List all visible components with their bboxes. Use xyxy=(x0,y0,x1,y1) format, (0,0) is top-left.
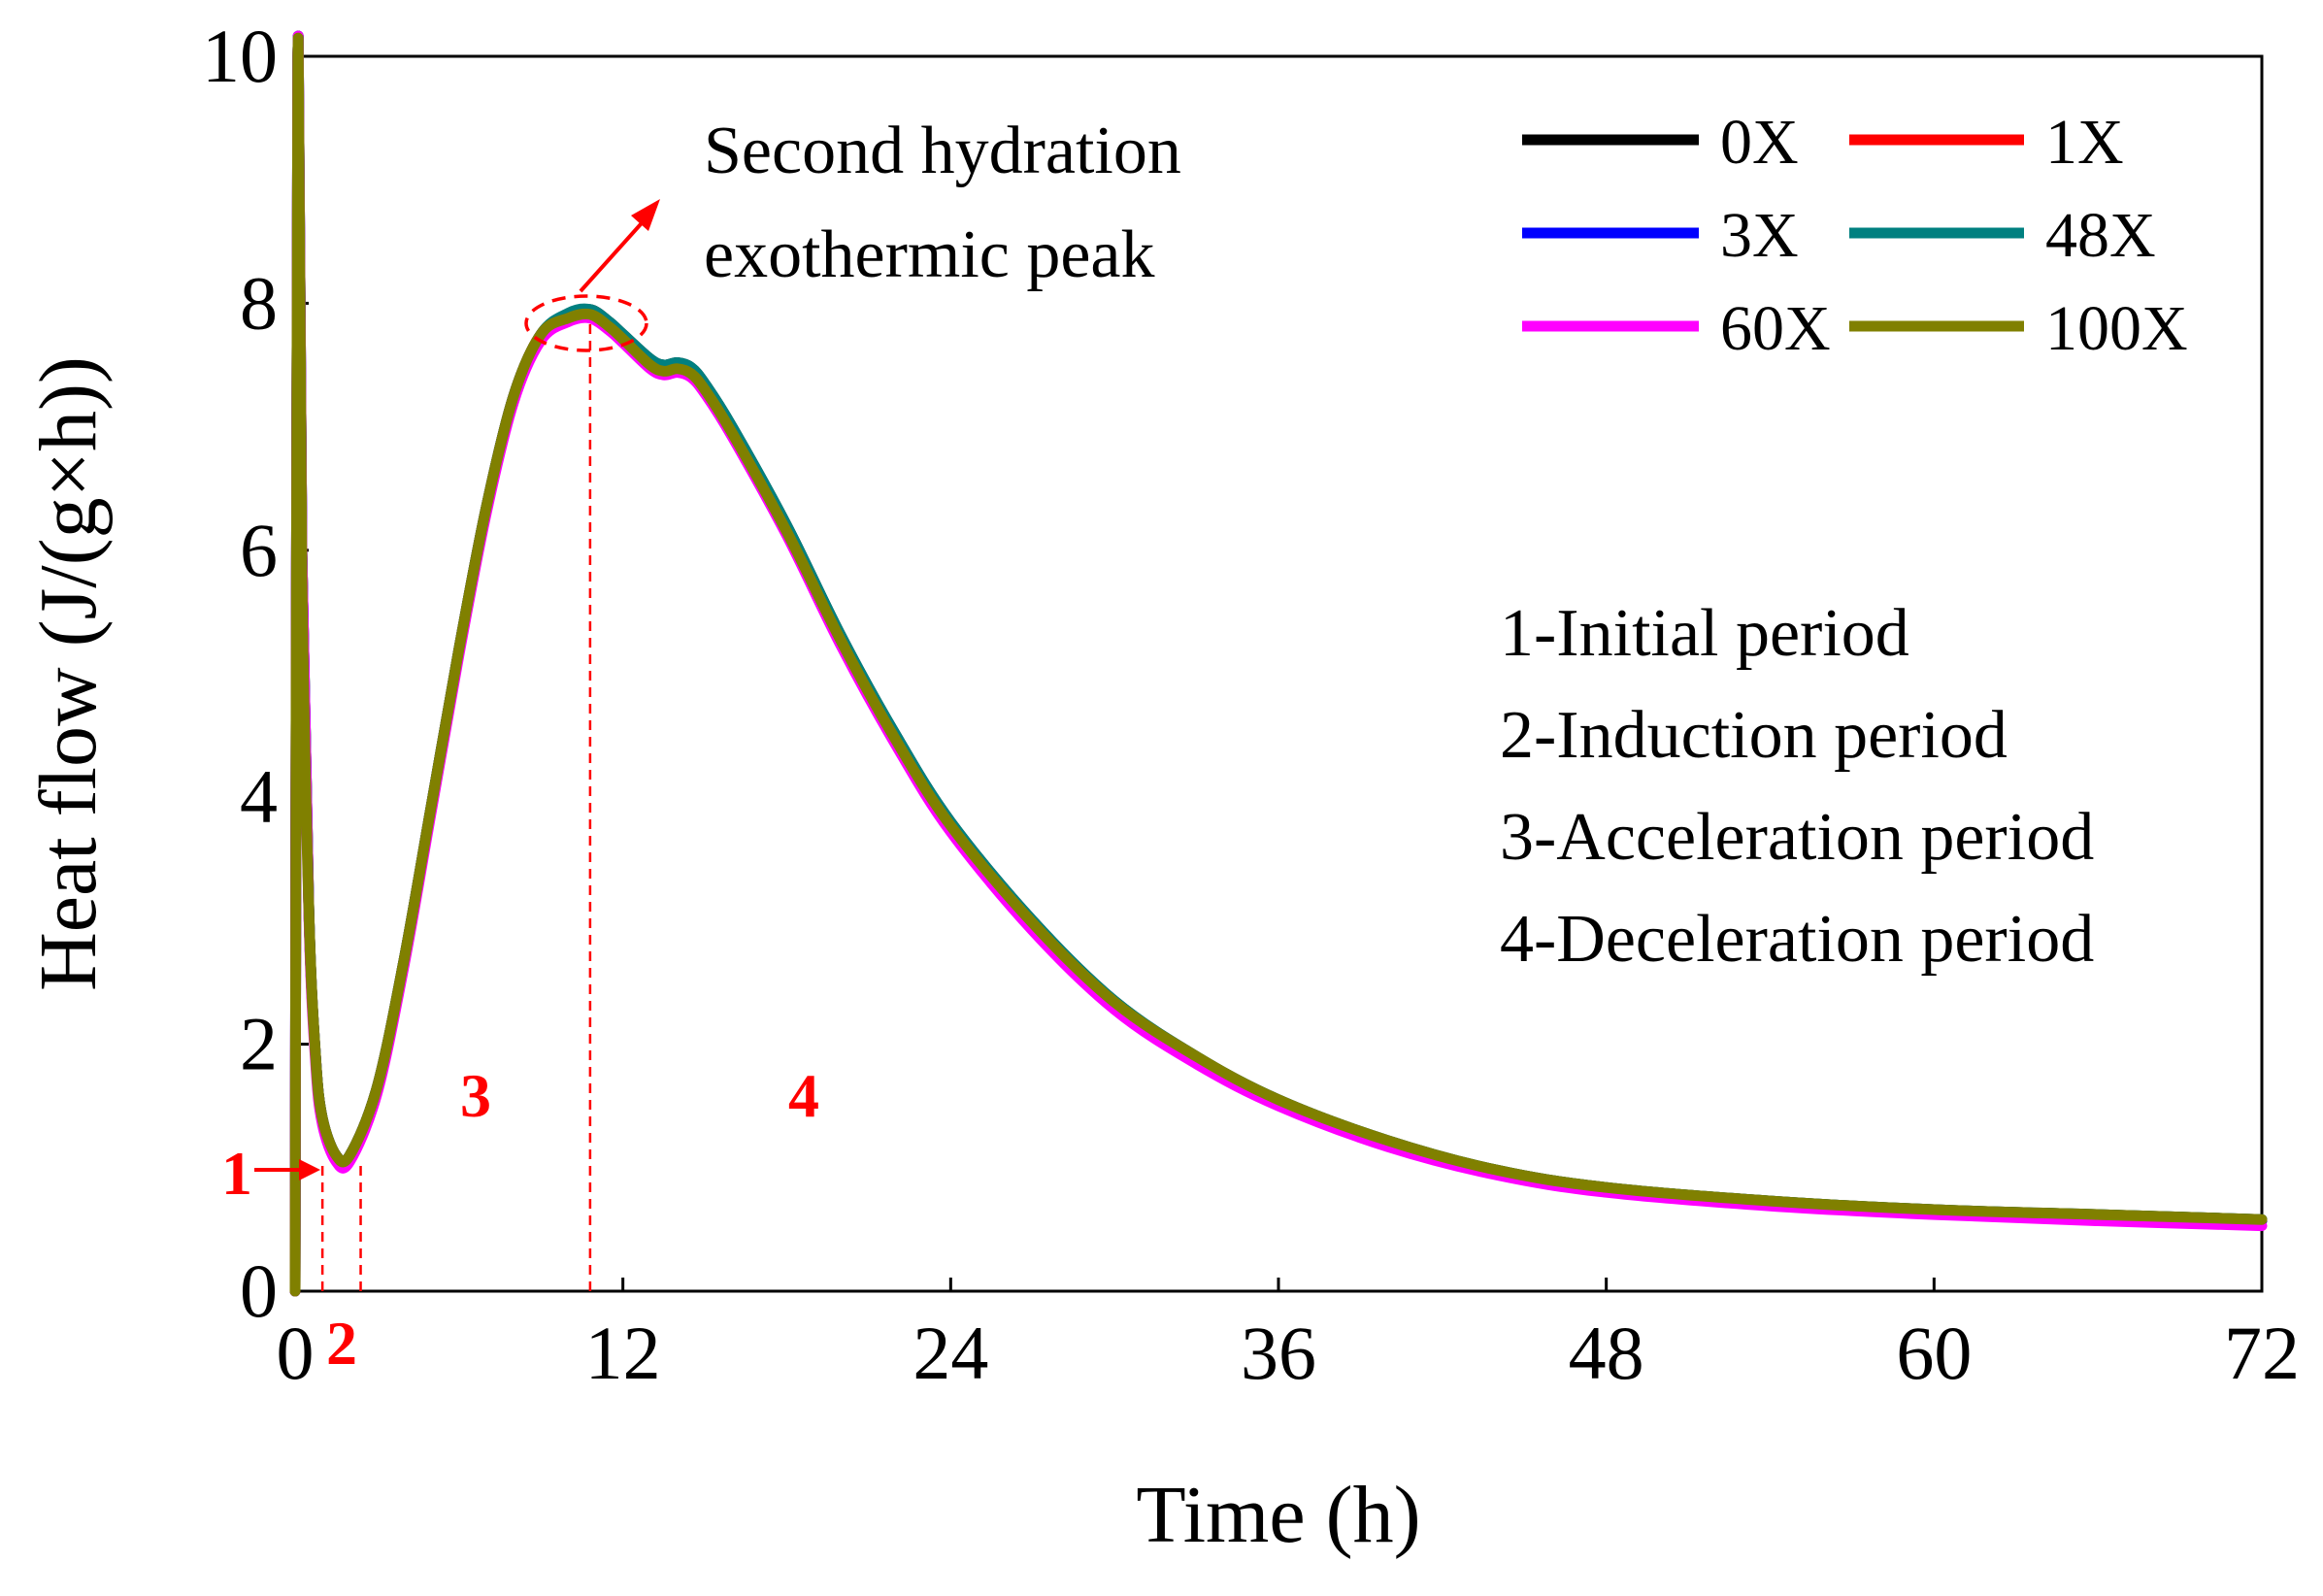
series-line-100x xyxy=(289,32,2268,1297)
region-4-label: 4 xyxy=(788,1061,819,1130)
y-tick-label: 6 xyxy=(240,508,278,592)
legend-label-0x: 0X xyxy=(1720,107,1799,178)
x-axis-title: Time (h) xyxy=(1136,1470,1420,1560)
x-tick-label: 72 xyxy=(2224,1311,2300,1395)
peak-label-line-1: Second hydration xyxy=(704,114,1181,188)
legend-label-60x: 60X xyxy=(1720,293,1831,364)
peak-arrow-head xyxy=(631,199,660,231)
x-tick-label: 12 xyxy=(585,1311,661,1395)
region-1-label: 1 xyxy=(221,1139,252,1208)
y-axis-ticks: 0 2 4 6 8 10 xyxy=(202,14,309,1333)
legend-label-48x: 48X xyxy=(2045,200,2156,271)
y-tick-label: 10 xyxy=(202,14,278,98)
x-tick-label: 0 xyxy=(277,1311,315,1395)
y-tick-label: 2 xyxy=(240,1002,278,1086)
y-tick-label: 4 xyxy=(240,754,278,839)
peak-highlight-ellipse xyxy=(524,294,648,352)
x-tick-label: 36 xyxy=(1241,1311,1316,1395)
peak-label-line-2: exothermic peak xyxy=(704,217,1155,292)
series-lines xyxy=(289,30,2268,1297)
legend-label-100x: 100X xyxy=(2045,293,2188,364)
peak-arrow-line xyxy=(579,214,650,293)
period-divider-lines xyxy=(320,309,592,1291)
y-axis-title: Heat flow (J/(g×h)) xyxy=(23,356,114,991)
x-axis-ticks: 0 12 24 36 48 60 72 xyxy=(277,1278,2300,1395)
legend-label-1x: 1X xyxy=(2045,107,2124,178)
legend-label-3x: 3X xyxy=(1720,200,1799,271)
legend: 0X 1X 3X 48X 60X 100X xyxy=(1522,107,2188,364)
y-tick-label: 0 xyxy=(240,1248,278,1333)
region-1-arrow-head xyxy=(299,1159,320,1180)
period-2-label: 2-Induction period xyxy=(1500,698,2008,773)
period-1-label: 1-Initial period xyxy=(1500,596,1909,671)
period-3-label: 3-Acceleration period xyxy=(1500,800,2094,875)
y-tick-label: 8 xyxy=(240,260,278,345)
x-tick-label: 60 xyxy=(1896,1311,1972,1395)
region-3-label: 3 xyxy=(460,1061,491,1130)
x-tick-label: 24 xyxy=(913,1311,988,1395)
period-4-label: 4-Deceleration period xyxy=(1500,902,2094,977)
x-tick-label: 48 xyxy=(1569,1311,1644,1395)
region-2-label: 2 xyxy=(326,1309,357,1378)
